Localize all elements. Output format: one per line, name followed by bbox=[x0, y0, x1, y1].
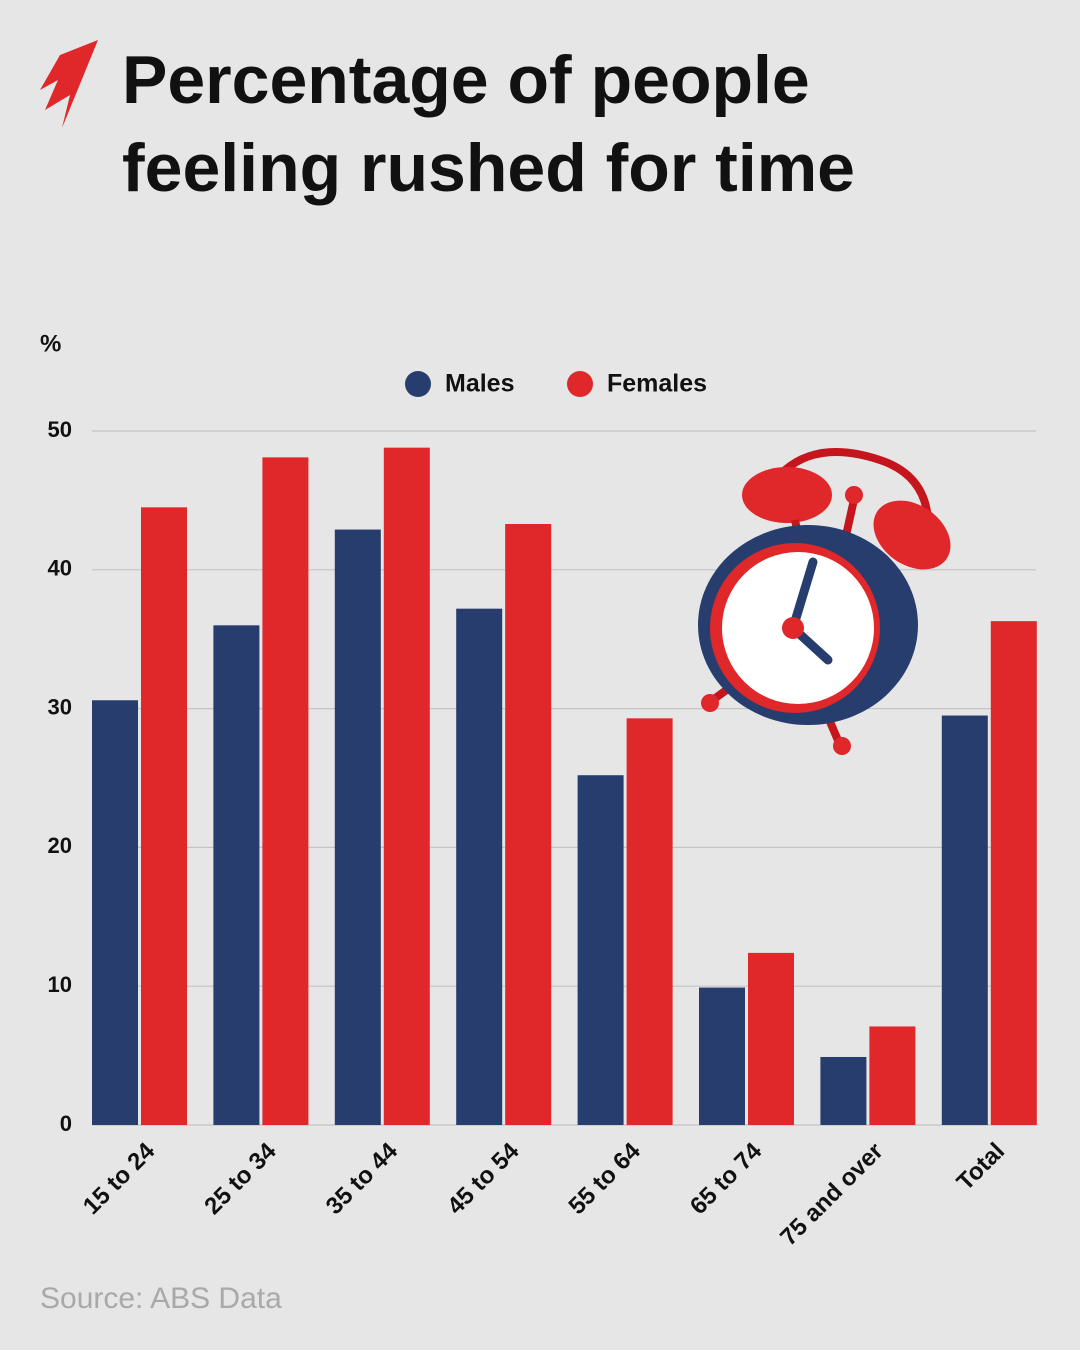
bar bbox=[92, 700, 138, 1125]
bar bbox=[456, 608, 503, 1125]
bar bbox=[577, 775, 624, 1125]
clock-illustration bbox=[698, 448, 951, 755]
bar bbox=[213, 625, 260, 1125]
y-tick-label: 20 bbox=[48, 833, 72, 858]
x-tick-label: 25 to 34 bbox=[199, 1137, 282, 1220]
legend-swatch bbox=[405, 371, 431, 397]
bar bbox=[334, 529, 381, 1125]
x-tick-label: 75 and over bbox=[775, 1138, 888, 1251]
bar bbox=[748, 952, 794, 1125]
y-tick-label: 10 bbox=[48, 972, 72, 997]
y-tick-label: 50 bbox=[48, 417, 72, 442]
bar bbox=[383, 447, 430, 1125]
y-tick-label: 30 bbox=[48, 694, 72, 719]
legend-label: Females bbox=[607, 370, 707, 398]
bar bbox=[262, 457, 309, 1125]
y-tick-label: 0 bbox=[60, 1111, 72, 1136]
y-tick-label: 40 bbox=[48, 556, 72, 581]
legend-swatch bbox=[567, 371, 593, 397]
bar bbox=[505, 523, 552, 1125]
bar bbox=[699, 987, 745, 1125]
bar bbox=[869, 1026, 916, 1125]
x-tick-label: Total bbox=[952, 1138, 1010, 1196]
chart-title: Percentage of people feeling rushed for … bbox=[122, 42, 855, 206]
bar bbox=[626, 718, 673, 1125]
y-axis-label: % bbox=[40, 330, 61, 357]
x-tick-label: 15 to 24 bbox=[78, 1137, 161, 1220]
x-tick-label: 65 to 74 bbox=[685, 1137, 768, 1220]
x-tick-label: 45 to 54 bbox=[442, 1137, 525, 1220]
bar bbox=[141, 507, 187, 1126]
legend-label: Males bbox=[445, 370, 514, 398]
logo bbox=[40, 40, 98, 128]
bar bbox=[941, 715, 988, 1125]
source: Source: ABS Data bbox=[40, 1282, 282, 1315]
bar bbox=[820, 1056, 867, 1125]
bar bbox=[990, 621, 1037, 1125]
x-tick-label: 35 to 44 bbox=[321, 1137, 404, 1220]
x-tick-label: 55 to 64 bbox=[564, 1137, 647, 1220]
